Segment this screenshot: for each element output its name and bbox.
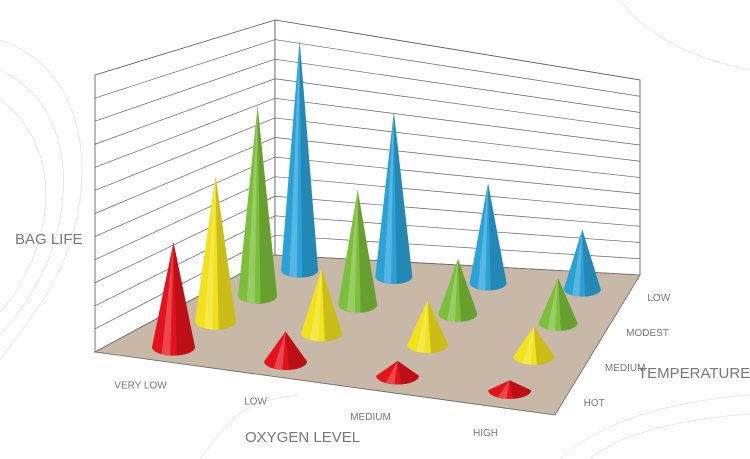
- cone-shade: [173, 242, 196, 356]
- cone-shade: [321, 268, 343, 342]
- z-tick-label: MODEST: [626, 328, 669, 339]
- x-tick-label: VERY LOW: [114, 381, 167, 392]
- wall-line: [94, 137, 276, 214]
- cone-shade: [393, 111, 413, 285]
- x-axis-title: OXYGEN LEVEL: [245, 429, 360, 446]
- cone-highlight: [547, 277, 559, 331]
- cone: [438, 258, 478, 322]
- cone: [469, 182, 507, 291]
- cone-highlight: [522, 326, 534, 365]
- wall-line: [274, 215, 641, 243]
- cone: [538, 277, 578, 331]
- cone-shade: [427, 299, 449, 354]
- z-tick-label: MEDIUM: [605, 363, 646, 374]
- wall-line: [94, 195, 276, 284]
- cone: [375, 111, 413, 285]
- wall-line: [274, 39, 641, 97]
- cone: [407, 299, 449, 354]
- wall-line: [274, 176, 641, 211]
- x-tick-label: HIGH: [473, 428, 498, 439]
- cone-shade: [533, 326, 555, 365]
- cone-shade: [558, 277, 578, 331]
- cone: [376, 360, 420, 385]
- cone-highlight: [497, 380, 510, 399]
- z-axis-title: TEMPERATURE: [638, 365, 750, 382]
- cone-highlight: [477, 182, 489, 291]
- x-tick-label: LOW: [244, 396, 267, 407]
- cone-highlight: [161, 242, 174, 356]
- cone-highlight: [289, 40, 300, 278]
- cone-shade: [215, 176, 237, 330]
- cone: [152, 242, 196, 356]
- wall-line: [274, 195, 641, 227]
- cone-shade: [582, 229, 601, 297]
- cone-highlight: [273, 331, 286, 371]
- cone: [264, 331, 308, 371]
- wall-line: [274, 58, 641, 113]
- wall-line: [94, 78, 276, 145]
- cone: [563, 229, 601, 297]
- cone-highlight: [204, 176, 216, 330]
- wall-line: [94, 39, 276, 99]
- cone-shade: [488, 182, 507, 291]
- cone-shade: [299, 40, 319, 278]
- wall-line: [94, 98, 276, 168]
- cone-highlight: [447, 258, 458, 322]
- cone: [513, 326, 555, 365]
- cone-shade: [397, 360, 420, 385]
- cone-highlight: [416, 299, 428, 354]
- cones: [152, 40, 601, 399]
- cone: [301, 268, 343, 342]
- wall-line: [94, 176, 276, 260]
- wall-line: [274, 97, 641, 146]
- cone-highlight: [347, 189, 358, 313]
- cone-shade: [285, 331, 308, 371]
- cone-highlight: [246, 105, 258, 304]
- cone: [488, 380, 532, 399]
- wall-line: [274, 78, 641, 130]
- cone-highlight: [310, 268, 322, 342]
- cone-shade: [257, 105, 278, 304]
- wall-line: [94, 58, 276, 122]
- cone: [338, 189, 378, 313]
- cone: [195, 176, 237, 330]
- wall-line: [94, 117, 276, 191]
- cone-shade: [357, 189, 378, 313]
- cone: [238, 105, 278, 304]
- cone-shade: [509, 380, 532, 399]
- back-wall: [274, 19, 641, 276]
- y-axis-title: BAG LIFE: [15, 231, 83, 248]
- cone: [281, 40, 319, 278]
- cone-highlight: [385, 360, 398, 385]
- wall-line: [274, 117, 641, 162]
- x-tick-label: MEDIUM: [350, 412, 391, 423]
- wall-line: [274, 156, 641, 195]
- wall-line: [274, 137, 641, 178]
- z-tick-label: LOW: [647, 293, 670, 304]
- cone-highlight: [383, 111, 394, 285]
- cone-shade: [457, 258, 478, 322]
- cone-highlight: [572, 229, 583, 297]
- wall-line: [94, 156, 276, 237]
- z-tick-label: HOT: [584, 398, 605, 409]
